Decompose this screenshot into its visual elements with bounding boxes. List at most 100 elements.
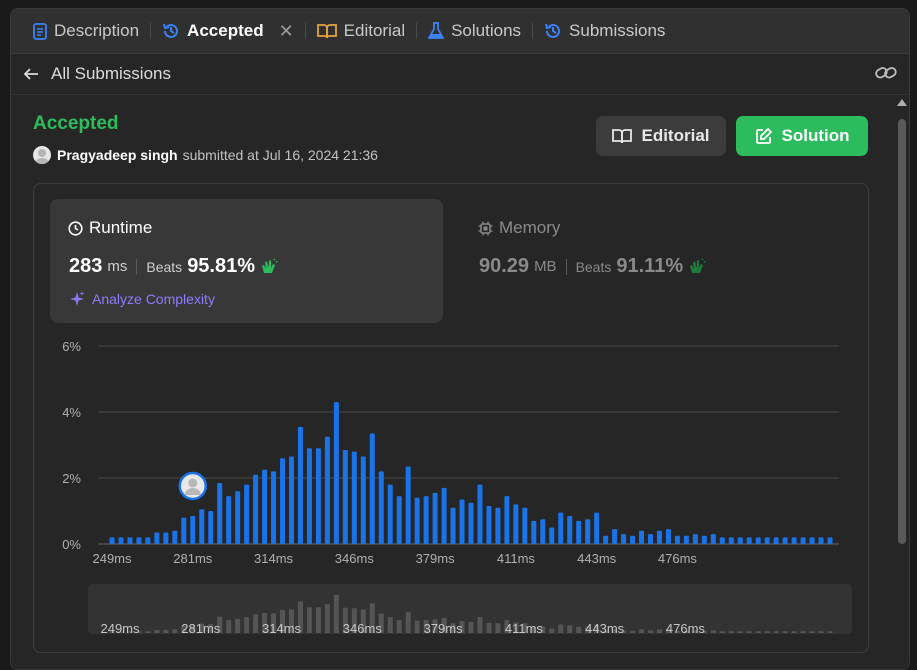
chart-bar: [630, 535, 636, 544]
history-icon: [163, 23, 179, 38]
link-icon[interactable]: [875, 65, 897, 86]
overview-bar: [495, 623, 501, 633]
all-submissions-link[interactable]: All Submissions: [51, 64, 171, 83]
overview-bar: [522, 623, 528, 633]
chart-bar: [603, 535, 609, 544]
chart-bar: [136, 537, 142, 544]
scrollbar-thumb[interactable]: [898, 119, 906, 544]
tab-label: Description: [54, 21, 140, 40]
chart-bar: [746, 537, 752, 544]
overview-tick-label: 314ms: [262, 621, 302, 636]
overview-bar: [441, 617, 447, 633]
overview-bar: [719, 631, 725, 633]
overview-bar: [764, 631, 770, 633]
chart-bar: [145, 537, 151, 544]
y-tick-label: 4%: [62, 405, 81, 420]
analyze-complexity-link[interactable]: Analyze Complexity: [68, 290, 215, 308]
runtime-metric: 283 ms Beats 95.81%: [69, 255, 278, 278]
overview-bar: [127, 631, 133, 633]
tab-submissions[interactable]: Submissions: [536, 21, 673, 41]
overview-bar: [486, 622, 492, 633]
chart-bar: [280, 458, 286, 544]
chart-bar: [737, 537, 743, 544]
runtime-distribution-chart[interactable]: 6% 4% 2% 0% 249ms 281ms 314ms 346ms 379ms 411ms 44…: [34, 184, 868, 652]
overview-bar: [253, 614, 259, 633]
y-tick-label: 0%: [62, 537, 81, 552]
chart-bar: [342, 449, 348, 544]
chart-bar: [585, 519, 591, 544]
y-tick-label: 2%: [62, 471, 81, 486]
chart-bar: [459, 499, 465, 544]
chart-bar: [827, 537, 833, 544]
editorial-button-label: Editorial: [641, 126, 710, 145]
tab-editorial[interactable]: Editorial: [309, 21, 413, 41]
overview-bar: [342, 607, 348, 633]
overview-tick-label: 379ms: [424, 621, 464, 636]
tab-description[interactable]: Description: [25, 21, 147, 41]
submission-marker: [178, 471, 208, 501]
chart-bar: [468, 502, 474, 544]
overview-bar: [459, 621, 465, 633]
chart-overview: [88, 584, 852, 634]
overview-bar: [540, 626, 546, 633]
chart-bar: [477, 484, 483, 544]
author-name[interactable]: Pragyadeep singh: [57, 147, 178, 163]
overview-bar: [674, 630, 680, 633]
chart-bar: [262, 469, 268, 544]
chart-bar: [414, 497, 420, 544]
x-tick-label: 314ms: [254, 551, 294, 566]
close-icon[interactable]: ✕: [278, 20, 294, 41]
overview-bar: [369, 603, 375, 633]
chart-bar: [782, 537, 788, 544]
chart-bar: [800, 537, 806, 544]
back-arrow-icon[interactable]: [23, 67, 39, 81]
tab-divider: [416, 23, 418, 39]
runtime-panel[interactable]: Runtime 283 ms Beats 95.81% Analyze Comp…: [50, 199, 443, 323]
overview-bar: [324, 604, 330, 633]
editorial-button[interactable]: Editorial: [596, 116, 726, 156]
chart-bar: [163, 532, 169, 544]
chart-bar: [540, 519, 546, 544]
tab-solutions[interactable]: Solutions: [420, 21, 529, 41]
chart-bar: [495, 507, 501, 544]
chart-bar: [818, 537, 824, 544]
overview-bar: [172, 629, 178, 633]
overview-bar: [396, 620, 402, 633]
overview-bar: [136, 631, 142, 633]
tab-accepted[interactable]: Accepted ✕: [154, 21, 302, 42]
overview-bar: [181, 625, 187, 633]
chart-bar: [791, 537, 797, 544]
x-tick-label: 443ms: [577, 551, 617, 566]
chart-bar: [315, 448, 321, 544]
x-tick-label: 411ms: [497, 551, 536, 566]
runtime-unit: ms: [107, 258, 128, 275]
scroll-up-arrow-icon[interactable]: [897, 99, 907, 106]
avatar[interactable]: [33, 146, 51, 164]
chart-bar: [253, 474, 259, 544]
clapping-hands-icon: [262, 258, 278, 273]
overview-bar: [405, 612, 411, 633]
overview-bar: [800, 631, 806, 633]
memory-beats-value: 91.11%: [616, 255, 684, 277]
chart-bar: [719, 537, 725, 544]
tab-label: Submissions: [569, 21, 666, 40]
chart-bar: [190, 515, 196, 544]
overview-tick-label: 249ms: [100, 621, 140, 636]
overview-bar: [639, 629, 645, 633]
tab-divider: [532, 23, 534, 39]
overview-bar: [648, 630, 653, 633]
solution-button[interactable]: Solution: [736, 116, 868, 156]
chart-bar: [441, 487, 447, 544]
chart-bar: [271, 471, 277, 544]
overview-bar: [594, 624, 600, 633]
chart-bar: [378, 471, 384, 544]
chart-bar: [531, 520, 537, 544]
overview-bar: [701, 630, 707, 633]
overview-bar: [728, 631, 734, 633]
overview-bar: [387, 617, 393, 633]
memory-label[interactable]: Memory: [478, 218, 560, 238]
overview-bar: [280, 609, 286, 633]
tab-label: Solutions: [451, 21, 522, 40]
chart-bar: [109, 537, 115, 544]
chart-bar: [297, 426, 303, 544]
